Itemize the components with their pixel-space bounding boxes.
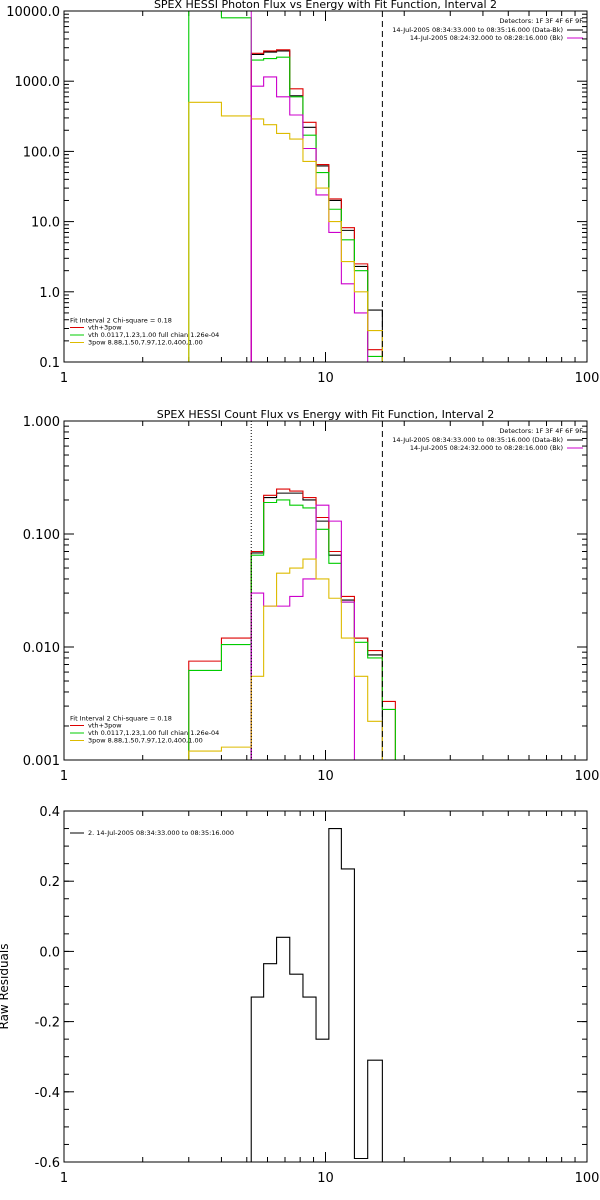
series-line-4 xyxy=(250,76,369,362)
series-line-2 xyxy=(188,488,396,760)
legend-entry: 3pow 8.88,1.50,7.97,12.0,400,1.00 xyxy=(88,339,203,347)
legend-entry: vth+3pow xyxy=(88,324,122,332)
legend-entry: vth+3pow xyxy=(88,722,122,730)
y-tick-label: 0.100 xyxy=(23,528,60,543)
legend-entry: 14-Jul-2005 08:34:33.000 to 08:35:16.000… xyxy=(392,436,563,444)
legend-entry: 3pow 8.88,1.50,7.97,12.0,400,1.00 xyxy=(88,737,203,745)
x-tick-label: 10 xyxy=(317,1171,334,1186)
series-line-3 xyxy=(188,11,383,362)
legend-header: Fit Interval 2 Chi-square = 0.18 xyxy=(70,317,172,325)
x-tick-label: 100 xyxy=(575,371,600,386)
legend-header: Detectors: 1F 3F 4F 6F 9F xyxy=(499,17,583,25)
series-line-5 xyxy=(188,558,383,760)
series-line-1 xyxy=(250,50,383,362)
legend-entry: vth 0.0117,1.23,1.00 full chian 1.26e-04 xyxy=(88,729,219,737)
series-group xyxy=(188,11,383,362)
y-tick-label: 0.001 xyxy=(23,754,60,769)
y-tick-label: 10000.0 xyxy=(6,5,60,20)
series-group xyxy=(250,828,383,1162)
x-tick-label: 1 xyxy=(60,769,68,784)
legend-entry: 2. 14-Jul-2005 08:34:33.000 to 08:35:16.… xyxy=(88,829,234,837)
y-tick-label: 0.2 xyxy=(39,875,60,890)
y-axis-label: Raw Residuals xyxy=(0,944,11,1030)
x-tick-label: 1 xyxy=(60,371,68,386)
legend-entry: vth 0.0117,1.23,1.00 full chian 1.26e-04 xyxy=(88,331,219,339)
y-tick-label: 1000.0 xyxy=(15,75,61,90)
y-tick-label: -0.6 xyxy=(35,1156,60,1171)
chart-panel-1: SPEX HESSI Photon Flux vs Energy with Fi… xyxy=(6,0,599,386)
y-tick-label: 10.0 xyxy=(31,216,60,231)
y-tick-label: 100.0 xyxy=(23,145,60,160)
plot-frame xyxy=(63,10,588,363)
legend-header: Fit Interval 2 Chi-square = 0.18 xyxy=(70,715,172,723)
y-tick-label: 1.0 xyxy=(39,286,60,301)
series-line-2 xyxy=(250,49,383,362)
plot-frame xyxy=(63,810,588,1163)
series-line-1 xyxy=(250,828,383,1162)
chart-title: SPEX HESSI Photon Flux vs Energy with Fi… xyxy=(154,0,497,11)
x-tick-label: 100 xyxy=(575,1171,600,1186)
series-line-4 xyxy=(250,504,355,760)
x-tick-label: 10 xyxy=(317,769,334,784)
chart-panel-2: SPEX HESSI Count Flux vs Energy with Fit… xyxy=(23,408,600,784)
y-tick-label: -0.4 xyxy=(35,1086,60,1101)
x-tick-label: 10 xyxy=(317,371,334,386)
legend-entry: 14-Jul-2005 08:24:32.000 to 08:28:16.000… xyxy=(410,34,563,42)
series-line-1 xyxy=(250,492,383,760)
legend-header: Detectors: 1F 3F 4F 6F 9F xyxy=(499,427,583,435)
x-tick-label: 1 xyxy=(60,1171,68,1186)
legend-entry: 14-Jul-2005 08:34:33.000 to 08:35:16.000… xyxy=(392,26,563,34)
y-tick-label: 0.010 xyxy=(23,641,60,656)
series-group xyxy=(188,488,396,760)
y-tick-label: 0.4 xyxy=(39,805,60,820)
y-tick-label: 0.0 xyxy=(39,945,60,960)
chart-panel-3: Raw Residuals 1 10 100 0.4 0.2 0.0 -0.2 -0.4 -0.6… xyxy=(0,805,599,1186)
series-line-3 xyxy=(188,499,396,760)
chart-title: SPEX HESSI Count Flux vs Energy with Fit… xyxy=(157,408,494,421)
x-tick-label: 100 xyxy=(575,769,600,784)
series-line-5 xyxy=(188,101,383,362)
y-tick-label: 0.1 xyxy=(39,356,60,371)
y-tick-label: 1.000 xyxy=(23,415,60,430)
legend-entry: 14-Jul-2005 08:24:32.000 to 08:28:16.000… xyxy=(410,444,563,452)
plot-frame xyxy=(63,420,588,761)
y-tick-label: -0.2 xyxy=(35,1016,60,1031)
